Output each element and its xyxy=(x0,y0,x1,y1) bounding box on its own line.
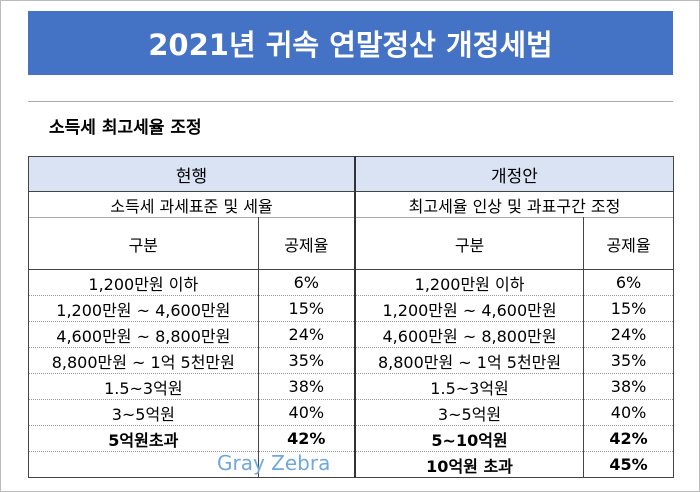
heading: 개정안 xyxy=(354,156,674,192)
cell xyxy=(257,451,356,478)
cell: 5억원초과 xyxy=(28,425,259,452)
cell: 1,200만원 ~ 4,600만원 xyxy=(28,295,259,322)
cell: 3~5억원 xyxy=(354,399,585,426)
column-header: 구분 xyxy=(354,217,585,270)
cell: 1.5~3억원 xyxy=(354,373,585,400)
cell: 24% xyxy=(257,321,356,348)
cell xyxy=(28,451,259,478)
watermark: Gray Zebra xyxy=(217,451,331,475)
subheading: 최고세율 인상 및 과표구간 조정 xyxy=(354,191,674,218)
cell: 42% xyxy=(583,425,674,452)
subheading: 소득세 과세표준 및 세율 xyxy=(27,191,356,218)
cell: 15% xyxy=(583,295,674,322)
cell: 4,600만원 ~ 8,800만원 xyxy=(354,321,585,348)
cell: 38% xyxy=(257,373,356,400)
cell: 1,200만원 이하 xyxy=(354,269,585,296)
title: 2021년 귀속 연말정산 개정세법 xyxy=(28,11,673,75)
column-header: 공제율 xyxy=(257,217,356,270)
cell: 45% xyxy=(583,451,674,478)
cell: 4,600만원 ~ 8,800만원 xyxy=(28,321,259,348)
cell: 42% xyxy=(257,425,356,452)
cell: 3~5억원 xyxy=(28,399,259,426)
rule xyxy=(28,101,673,102)
tax-table: 현행 개정안 소득세 과세표준 및 세율 최고세율 인상 및 과표구간 조정 구… xyxy=(27,156,674,478)
cell: 6% xyxy=(257,269,356,296)
cell: 35% xyxy=(583,347,674,374)
section-title: 소득세 최고세율 조정 xyxy=(49,118,202,138)
cell: 8,800만원 ~ 1억 5천만원 xyxy=(354,347,585,374)
heading: 현행 xyxy=(27,156,356,192)
cell: 10억원 초과 xyxy=(354,451,585,478)
cell: 1,200만원 이하 xyxy=(28,269,259,296)
cell: 8,800만원 ~ 1억 5천만원 xyxy=(28,347,259,374)
cell: 40% xyxy=(583,399,674,426)
cell: 5~10억원 xyxy=(354,425,585,452)
cell: 24% xyxy=(583,321,674,348)
cell: 1.5~3억원 xyxy=(28,373,259,400)
column-header: 구분 xyxy=(28,217,259,270)
cell: 40% xyxy=(257,399,356,426)
column-header: 공제율 xyxy=(583,217,674,270)
cell: 15% xyxy=(257,295,356,322)
cell: 35% xyxy=(257,347,356,374)
cell: 38% xyxy=(583,373,674,400)
cell: 1,200만원 ~ 4,600만원 xyxy=(354,295,585,322)
cell: 6% xyxy=(583,269,674,296)
